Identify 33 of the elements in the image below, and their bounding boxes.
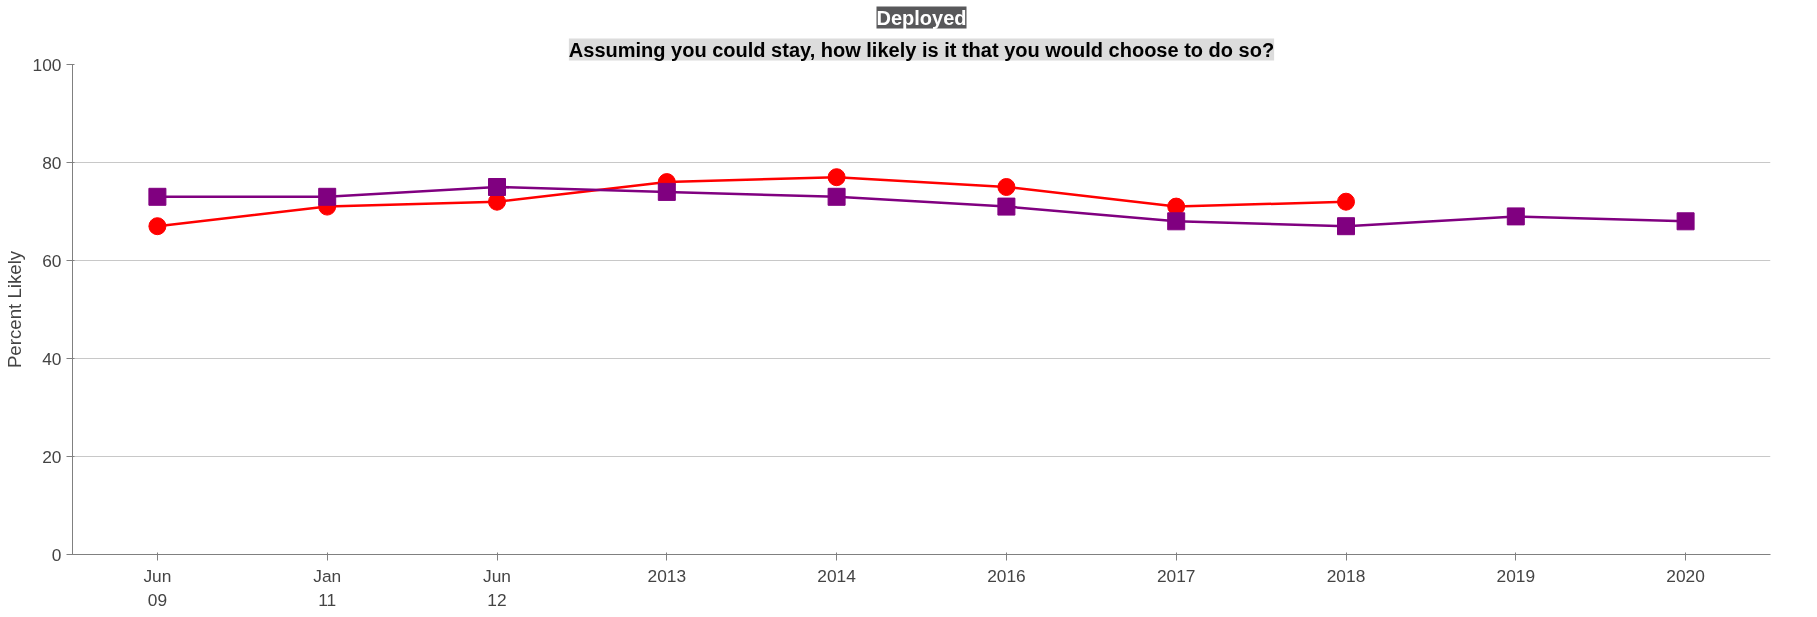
x-tick-label: Jan 11: [313, 565, 342, 610]
y-tick-label: 0: [51, 544, 62, 565]
point: [997, 197, 1016, 216]
point: [997, 178, 1016, 196]
x-tick-label: 2013: [647, 565, 687, 586]
point: [1676, 212, 1695, 231]
x-tick-label: Jun 12: [483, 565, 511, 610]
x-tick-label: 2014: [817, 565, 857, 586]
y-tick-label: 80: [42, 152, 62, 173]
y-tick-label: 100: [32, 54, 62, 75]
point: [318, 187, 337, 206]
x-tick-label: 2017: [1156, 565, 1196, 586]
y-tick-label: 20: [42, 446, 62, 467]
point: [1337, 217, 1355, 236]
x-tick-label: 2018: [1326, 565, 1366, 586]
point: [1337, 192, 1355, 211]
point: [1167, 212, 1186, 231]
point: [148, 187, 167, 206]
chart-subtitle: Assuming you could stay, how likely is it that you would choose to do so?: [568, 38, 1275, 61]
point: [827, 168, 846, 187]
point: [657, 182, 676, 201]
y-tick-label: 40: [42, 348, 62, 369]
x-tick-label: 2016: [987, 565, 1026, 586]
x-tick-label: 2019: [1496, 565, 1536, 586]
point: [488, 178, 506, 196]
point: [827, 187, 846, 206]
x-tick-label: Jun 09: [143, 565, 172, 610]
point: [1506, 207, 1525, 226]
point: [148, 217, 167, 236]
x-tick-label: 2020: [1666, 565, 1705, 586]
y-tick-label: 60: [42, 250, 62, 271]
y-axis-title: Percent Likely: [3, 250, 25, 369]
chart-title: Deployed: [876, 6, 967, 29]
